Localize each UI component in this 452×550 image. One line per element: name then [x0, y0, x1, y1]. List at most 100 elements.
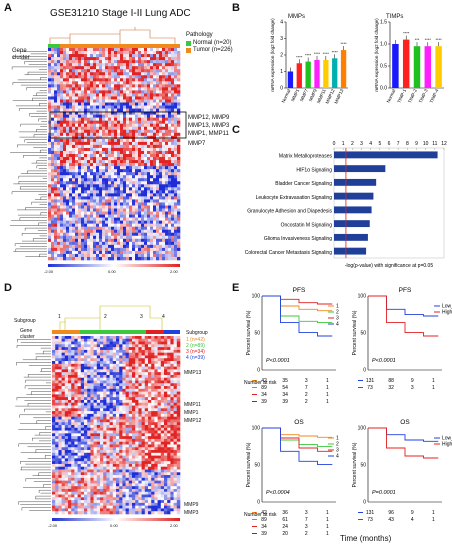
heatmap-cell [71, 336, 75, 340]
heatmap-cell [106, 349, 110, 353]
heatmap-cell [168, 135, 172, 140]
heatmap-cell [162, 232, 166, 237]
heatmap-cell [68, 430, 72, 434]
heatmap-cell [96, 144, 100, 149]
heatmap-cell [170, 461, 174, 465]
heatmap-cell [119, 419, 123, 423]
heatmap-cell [74, 355, 78, 359]
heatmap-cell [87, 223, 91, 227]
heatmap-cell [51, 202, 55, 206]
heatmap-cell [75, 187, 79, 191]
heatmap-cell [123, 105, 127, 109]
heatmap-cell [128, 358, 133, 362]
heatmap-cell [114, 193, 118, 197]
heatmap-cell [170, 366, 174, 370]
heatmap-cell [177, 232, 181, 237]
heatmap-cell [87, 377, 91, 381]
heatmap-cell [96, 253, 100, 258]
heatmap-cell [60, 169, 64, 173]
heatmap-cell [157, 391, 162, 395]
heatmap-cell [68, 455, 72, 459]
heatmap-cell [160, 438, 165, 442]
heatmap-cell [66, 75, 70, 79]
heatmap-cell [52, 463, 56, 468]
heatmap-cell [80, 388, 85, 392]
heatmap-cell [132, 338, 136, 342]
heatmap-cell [112, 455, 117, 459]
heatmap-cell [138, 402, 142, 406]
heatmap-cell [165, 220, 169, 224]
heatmap-cell [159, 123, 163, 128]
heatmap-cell [93, 427, 98, 431]
heatmap-cell [174, 120, 178, 125]
heatmap-cell [132, 51, 136, 55]
heatmap-cell [171, 120, 175, 125]
heatmap-cell [78, 196, 82, 200]
heatmap-cell [129, 57, 133, 61]
heatmap-cell [90, 366, 94, 370]
heatmap-cell [141, 444, 146, 448]
heatmap-cell [150, 163, 154, 167]
heatmap-cell [93, 238, 97, 243]
heatmap-cell [84, 126, 88, 131]
heatmap-cell [138, 425, 142, 429]
heatmap-cell [138, 336, 142, 340]
heatmap-cell [99, 217, 103, 221]
heatmap-cell [60, 117, 64, 121]
heatmap-cell [147, 135, 151, 140]
heatmap-cell [135, 150, 139, 155]
heatmap-cell [69, 217, 73, 221]
heatmap-cell [48, 184, 52, 188]
heatmap-cell [120, 184, 124, 188]
heatmap-cell [173, 366, 178, 370]
heatmap-cell [78, 253, 82, 258]
heatmap-cell [108, 54, 112, 58]
heatmap-cell [87, 199, 91, 203]
heatmap-cell [135, 114, 139, 118]
heatmap-cell [164, 422, 168, 426]
heatmap-cell [102, 181, 106, 185]
heatmap-cell [170, 419, 174, 423]
heatmap-cell [72, 157, 76, 161]
heatmap-cell [77, 372, 82, 376]
heatmap-cell [173, 336, 178, 340]
heatmap-cell [125, 447, 130, 451]
heatmap-cell [132, 175, 136, 179]
heatmap-cell [148, 338, 152, 342]
heatmap-cell [93, 202, 97, 206]
heatmap-cell [156, 211, 160, 215]
heatmap-cell [148, 386, 152, 390]
heatmap-cell [48, 48, 52, 52]
heatmap-cell [123, 72, 127, 76]
heatmap-cell [103, 391, 107, 395]
heatmap-cell [108, 187, 112, 191]
heatmap-cell [58, 344, 62, 348]
heatmap-cell [111, 87, 115, 91]
heatmap-cell [132, 355, 136, 359]
heatmap-cell [176, 358, 181, 362]
heatmap-cell [132, 193, 136, 197]
heatmap-cell [51, 123, 55, 128]
heatmap-cell [132, 256, 136, 261]
heatmap-cell [69, 157, 73, 161]
heatmap-cell [177, 135, 181, 140]
heatmap-cell [141, 84, 145, 88]
heatmap-cell [66, 229, 70, 234]
heatmap-cell [126, 181, 130, 185]
heatmap-cell [66, 184, 70, 188]
heatmap-cell [160, 444, 165, 448]
heatmap-cell [87, 108, 91, 112]
heatmap-cell [93, 450, 98, 454]
heatmap-cell [109, 422, 114, 426]
heatmap-cell [119, 438, 123, 442]
heatmap-cell [150, 214, 154, 218]
heatmap-cell [84, 433, 88, 437]
heatmap-cell [141, 241, 145, 246]
heatmap-cell [132, 413, 136, 417]
heatmap-cell [66, 193, 70, 197]
heatmap-cell [93, 48, 97, 52]
heatmap-cell [148, 347, 152, 351]
heatmap-cell [135, 69, 139, 73]
heatmap-cell [90, 196, 94, 200]
heatmap-cell [75, 111, 79, 115]
